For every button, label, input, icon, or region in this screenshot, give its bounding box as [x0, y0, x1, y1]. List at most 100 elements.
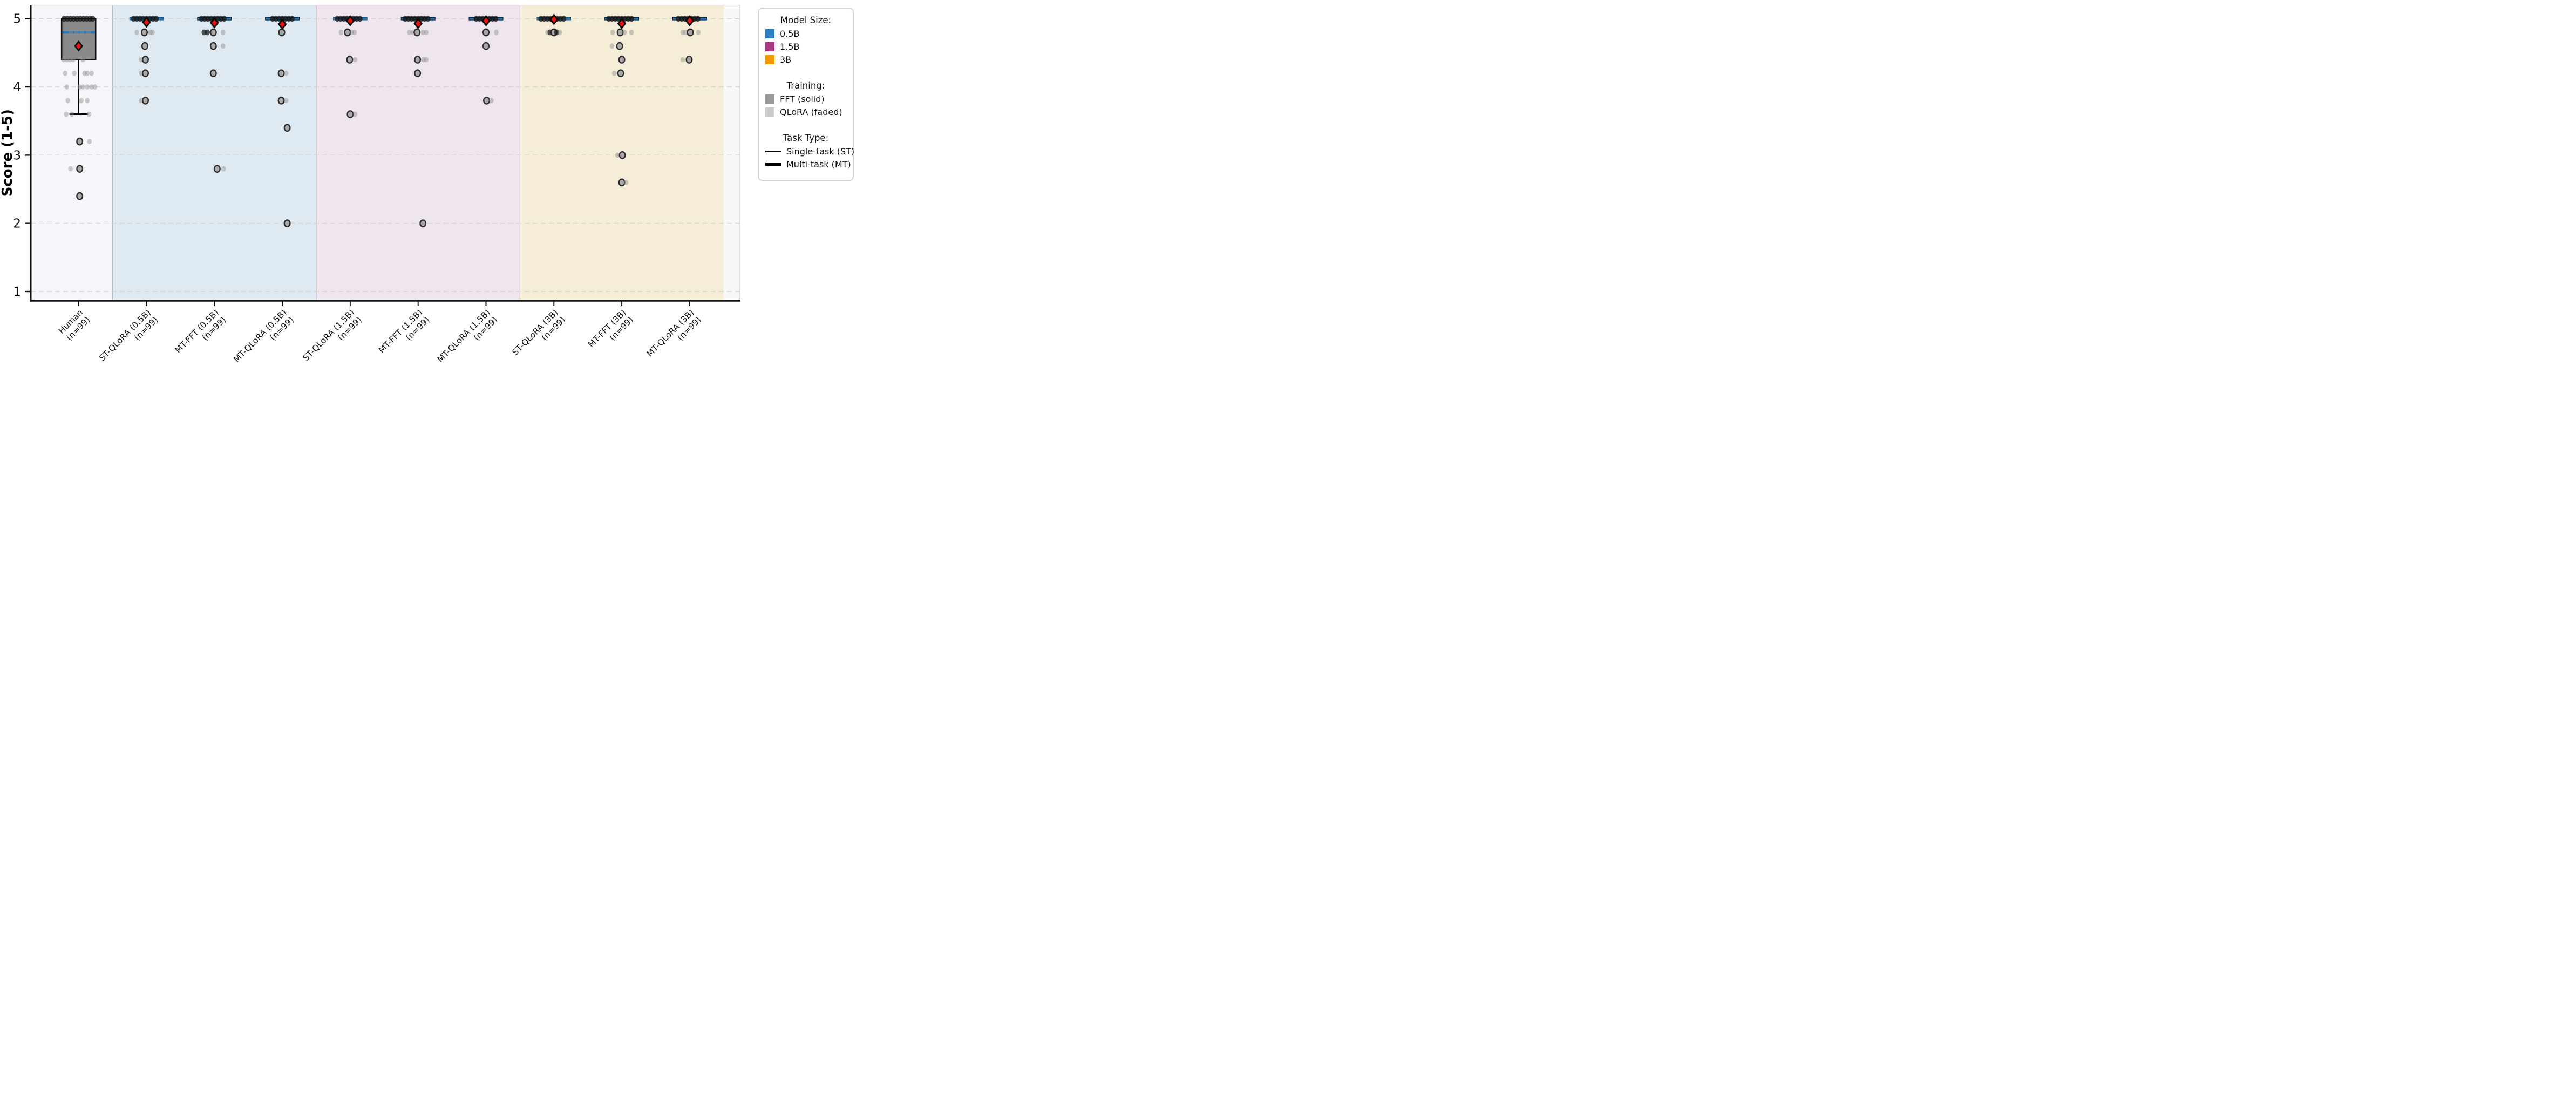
data-point-faded — [421, 57, 426, 63]
legend-item-label: FFT (solid) — [780, 94, 825, 104]
x-tick-label-group: Human(n=99) — [57, 308, 92, 343]
data-point-faded — [65, 98, 70, 104]
color-swatch-icon — [765, 94, 774, 104]
data-point-faded — [283, 70, 289, 76]
legend-item-label: Multi-task (MT) — [786, 159, 851, 170]
legend-item-size-1.5B: 1.5B — [765, 42, 846, 52]
boxplot-figure: 1 2 3 4 5 Score (1-5) Human(n=99) ST-QLoRA (0.5… — [0, 4, 740, 364]
line-sample-icon — [765, 151, 781, 152]
legend-gap — [765, 120, 846, 132]
y-tick-label: 1 — [13, 285, 21, 299]
data-point-faded — [629, 30, 634, 35]
data-point-faded — [85, 70, 90, 76]
flier-point — [283, 124, 291, 132]
figure-canvas: 1 2 3 4 5 Score (1-5) Human (n=99) ST-QLoRA (0.5… — [0, 0, 859, 372]
data-point-faded — [221, 43, 226, 49]
x-tick-label-group: ST-QLoRA (3B)(n=99) — [511, 308, 568, 357]
data-point-faded — [615, 152, 620, 158]
data-point-faded — [352, 30, 357, 35]
data-point-faded — [61, 57, 66, 63]
column-MT-FFT (1.5B) — [400, 16, 436, 228]
y-tick-label: 2 — [13, 217, 21, 231]
flier-point — [346, 110, 354, 118]
mean-marker — [74, 40, 84, 52]
legend-title-task-type: Task Type: — [783, 133, 829, 143]
flier-point — [618, 56, 626, 64]
data-point-dark — [153, 16, 159, 22]
data-point-faded — [86, 30, 91, 35]
flier-point — [482, 28, 490, 37]
x-tick-label-group: ST-QLoRA (0.5B)(n=99) — [97, 308, 160, 363]
data-point-faded — [89, 70, 94, 76]
data-point-faded — [352, 57, 358, 63]
mean-marker — [209, 17, 219, 29]
data-point-dark — [205, 29, 210, 36]
data-point-faded — [82, 70, 87, 76]
data-point-faded — [622, 30, 627, 35]
column-ST-QLoRA (3B) — [536, 13, 571, 37]
data-point-faded — [349, 30, 355, 35]
data-point-dark — [493, 16, 499, 22]
legend-item-label: 1.5B — [780, 42, 800, 52]
y-tick-label: 5 — [13, 12, 21, 26]
x-tick-label-group: MT-FFT (1.5B)(n=99) — [377, 308, 431, 355]
x-tick-label-group: MT-QLoRA (0.5B)(n=99) — [232, 308, 296, 364]
data-point-faded — [64, 57, 69, 63]
data-point-faded — [83, 43, 88, 49]
flier-point — [141, 42, 149, 50]
x-tick-label-group: MT-QLoRA (3B)(n=99) — [645, 308, 703, 359]
median-line — [62, 31, 95, 34]
mean-marker — [413, 18, 423, 29]
data-point-faded — [420, 30, 425, 35]
data-point-faded — [80, 84, 85, 90]
color-swatch-icon — [765, 29, 774, 38]
y-tick-label: 4 — [13, 80, 21, 94]
data-point-faded — [90, 43, 95, 49]
data-point-faded — [67, 57, 72, 63]
column-MT-QLoRA (1.5B) — [468, 15, 504, 105]
flier-point — [76, 137, 84, 146]
data-point-faded — [407, 30, 412, 35]
data-point-dark — [221, 16, 227, 22]
data-point-faded — [696, 30, 701, 35]
column-MT-QLoRA (0.5B) — [265, 16, 300, 228]
data-point-faded — [87, 139, 92, 144]
flier-point — [616, 28, 624, 37]
flier-point — [76, 192, 84, 200]
column-MT-FFT (0.5B) — [197, 16, 232, 173]
data-point-faded — [424, 30, 429, 35]
data-point-faded — [85, 98, 90, 104]
legend-item-task-type: Single-task (ST) — [765, 146, 854, 157]
column-ST-QLoRA (1.5B) — [333, 15, 368, 118]
mean-marker — [617, 18, 627, 29]
flier-point — [277, 69, 285, 78]
data-point-dark — [629, 16, 634, 22]
flier-point — [483, 96, 491, 105]
column-Human — [60, 16, 97, 200]
data-point-faded — [71, 57, 76, 63]
legend-model-size-items: 0.5B 1.5B 3B — [765, 29, 846, 65]
data-point-faded — [424, 57, 429, 63]
legend-item-training: QLoRA (faded) — [765, 107, 846, 117]
data-point-dark — [561, 16, 567, 22]
data-point-faded — [80, 57, 85, 63]
flier-point — [142, 69, 149, 78]
color-swatch-icon — [765, 107, 774, 117]
flier-point — [142, 56, 149, 64]
flier-point — [413, 28, 421, 37]
flier-point — [277, 96, 285, 105]
data-point-faded — [64, 84, 69, 90]
flier-point — [346, 56, 354, 64]
flier-point — [141, 28, 148, 37]
legend: Model Size: 0.5B 1.5B 3B Training: FFT (so… — [758, 8, 854, 181]
data-point-faded — [92, 84, 97, 90]
mean-marker — [685, 15, 695, 26]
data-point-dark — [554, 29, 560, 36]
data-point-faded — [85, 84, 90, 90]
line-sample-icon — [765, 163, 781, 166]
flier-point — [209, 42, 217, 50]
data-point-dark — [90, 16, 96, 22]
flier-point — [213, 165, 221, 173]
legend-item-task-type: Multi-task (MT) — [765, 159, 851, 170]
data-point-faded — [680, 57, 685, 63]
